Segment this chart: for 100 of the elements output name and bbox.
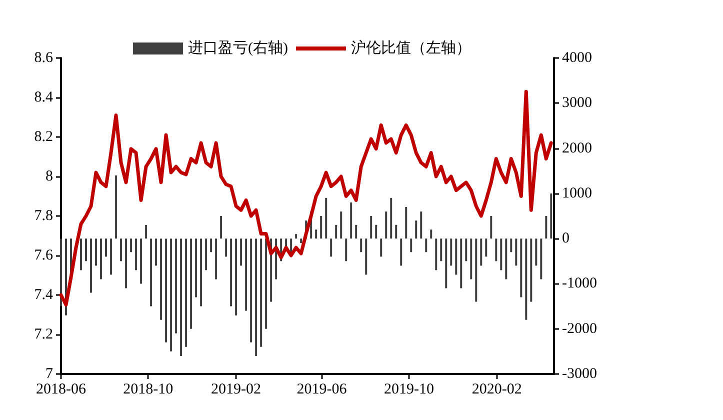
bar bbox=[365, 238, 368, 275]
bar bbox=[130, 238, 132, 252]
bar bbox=[160, 238, 162, 320]
x-tick-label: 2018-10 bbox=[123, 382, 174, 398]
bar bbox=[315, 230, 318, 239]
bar bbox=[370, 216, 372, 239]
bar bbox=[105, 238, 108, 257]
bar bbox=[300, 238, 302, 244]
bar bbox=[450, 238, 452, 266]
bar bbox=[345, 238, 348, 262]
bar bbox=[325, 198, 328, 239]
bar bbox=[190, 238, 192, 329]
y-tick-label: 7.4 bbox=[34, 287, 54, 303]
bar bbox=[330, 238, 332, 257]
y-tick-label: 8 bbox=[46, 168, 53, 184]
bar bbox=[520, 238, 522, 298]
bar bbox=[485, 238, 488, 257]
bar bbox=[510, 238, 512, 252]
bar bbox=[155, 238, 158, 266]
bar bbox=[550, 193, 552, 239]
bar bbox=[100, 238, 102, 280]
bar bbox=[490, 216, 492, 239]
y-tick-label: 7.8 bbox=[34, 208, 53, 224]
bar bbox=[420, 211, 422, 239]
bar bbox=[445, 238, 448, 288]
bar bbox=[465, 238, 468, 262]
bar bbox=[220, 216, 222, 239]
bar bbox=[90, 238, 92, 293]
x-tick-label: 2019-02 bbox=[211, 382, 262, 398]
bar bbox=[140, 238, 142, 284]
legend-label: 沪伦比值（左轴） bbox=[350, 40, 471, 56]
bar bbox=[500, 238, 502, 270]
y-tick-label: 7.2 bbox=[34, 326, 53, 342]
bar bbox=[215, 238, 218, 280]
bar bbox=[340, 211, 342, 239]
bar bbox=[185, 238, 188, 347]
bar bbox=[120, 238, 122, 262]
bar bbox=[80, 238, 82, 270]
bar bbox=[380, 238, 382, 257]
y2-tick-label: -3000 bbox=[562, 366, 597, 382]
bar bbox=[240, 238, 242, 266]
bar bbox=[475, 238, 478, 302]
bar bbox=[265, 238, 268, 329]
bar bbox=[335, 225, 338, 239]
y2-tick-label: -1000 bbox=[562, 276, 597, 292]
bar bbox=[255, 238, 258, 356]
bar bbox=[350, 202, 352, 239]
bar bbox=[410, 238, 412, 252]
bar bbox=[495, 238, 498, 262]
bar bbox=[95, 238, 98, 266]
bar bbox=[405, 206, 408, 239]
x-tick-label: 2019-10 bbox=[384, 382, 434, 398]
bar bbox=[360, 238, 362, 252]
bar bbox=[530, 238, 532, 302]
bar bbox=[440, 238, 442, 262]
bar bbox=[195, 238, 198, 298]
y-tick-label: 8.4 bbox=[34, 90, 54, 106]
y2-tick-label: -2000 bbox=[562, 320, 597, 337]
bar bbox=[85, 238, 88, 262]
bar bbox=[175, 238, 178, 334]
bar bbox=[205, 238, 208, 270]
bar bbox=[145, 225, 148, 239]
y-tick-label: 7.6 bbox=[34, 248, 54, 264]
bar bbox=[400, 238, 402, 266]
bar bbox=[260, 238, 262, 347]
bar bbox=[180, 238, 182, 356]
line-series bbox=[59, 90, 553, 307]
bar bbox=[375, 225, 378, 239]
bar bbox=[390, 198, 392, 239]
bar bbox=[225, 238, 228, 257]
bar bbox=[250, 238, 252, 342]
bar bbox=[540, 238, 542, 280]
bar bbox=[435, 238, 438, 270]
bar bbox=[210, 238, 212, 252]
bar bbox=[385, 211, 388, 239]
bar bbox=[150, 238, 152, 306]
bar bbox=[295, 234, 298, 239]
bar bbox=[290, 238, 292, 252]
bar bbox=[125, 238, 128, 288]
y2-tick-label: 2000 bbox=[562, 140, 592, 156]
bar bbox=[535, 238, 538, 266]
bar bbox=[245, 238, 248, 311]
bar bbox=[545, 216, 548, 239]
bar bbox=[395, 225, 398, 239]
bar bbox=[430, 230, 432, 239]
bar bbox=[515, 238, 518, 266]
bar bbox=[200, 238, 202, 306]
legend-label: 进口盈亏(右轴) bbox=[188, 40, 288, 56]
bar bbox=[115, 175, 118, 239]
bar bbox=[470, 238, 472, 280]
y2-tick-label: 3000 bbox=[562, 95, 592, 112]
x-tick-label: 2020-02 bbox=[472, 382, 522, 398]
bar bbox=[110, 238, 112, 275]
y-tick-label: 8.6 bbox=[34, 50, 54, 66]
bar bbox=[425, 238, 428, 252]
y-tick-label: 7 bbox=[46, 366, 54, 382]
bar bbox=[320, 216, 322, 239]
bar bbox=[230, 238, 232, 306]
bar bbox=[165, 238, 168, 342]
bar bbox=[235, 238, 238, 316]
